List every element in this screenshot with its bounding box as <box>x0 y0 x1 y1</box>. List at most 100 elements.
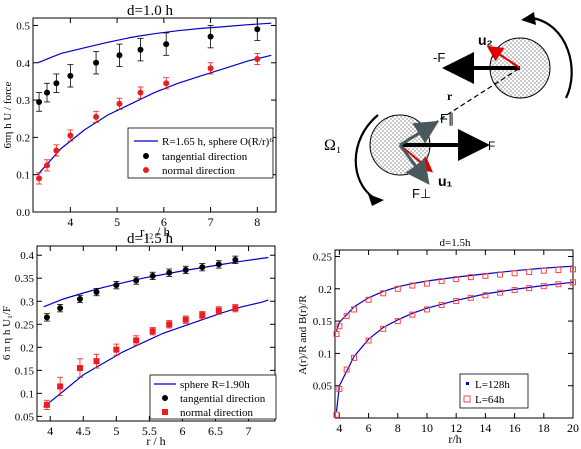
data-point <box>57 305 64 312</box>
data-point <box>149 272 156 279</box>
two-sphere-diagram: u₂ -F r F∥ Ω₁ F u₁ F⊥ <box>324 12 573 206</box>
x-tick-label: 8 <box>395 421 401 435</box>
data-point <box>43 314 50 321</box>
data-point <box>215 307 222 314</box>
data-point <box>555 267 562 274</box>
data-point <box>44 89 51 96</box>
x-axis-label: r₁₂ / h <box>140 224 171 239</box>
data-point <box>57 383 64 390</box>
legend-swatch-l128 <box>466 382 469 385</box>
y-tick-label: 0.2 <box>20 342 34 354</box>
data-point <box>93 358 100 365</box>
data-point <box>254 56 261 63</box>
data-point <box>394 318 401 325</box>
data-point <box>409 282 416 289</box>
legend-box <box>149 374 277 420</box>
series-line <box>43 299 269 408</box>
data-point <box>116 52 123 59</box>
data-point <box>182 266 189 273</box>
data-point <box>467 294 474 301</box>
legend-swatch-normal <box>162 409 168 415</box>
data-point <box>350 306 357 313</box>
y-tick-label: 0.2 <box>16 132 30 144</box>
plot-frame <box>32 17 277 213</box>
axis-ticks: 4 5 6 7 8 0.0 0.1 0.2 0.3 0.4 0.5 <box>16 18 276 229</box>
legend-swatch-tangential <box>143 153 149 159</box>
data-point <box>207 65 214 72</box>
legend-swatch-normal <box>143 167 149 173</box>
data-point <box>526 268 533 275</box>
chart-title: d=1.0 h <box>127 3 173 19</box>
data-point <box>76 365 83 372</box>
data-point <box>511 270 518 277</box>
y-axis-label: 6πη h U / force <box>2 81 14 148</box>
data-point <box>511 287 518 294</box>
data-point <box>232 256 239 263</box>
label-omega: Ω₁ <box>324 137 341 154</box>
legend-label-l64: L=64h <box>475 394 505 406</box>
x-tick-label: 7 <box>246 424 252 438</box>
data-point <box>365 337 372 344</box>
y-tick-label: 0.05 <box>313 381 333 393</box>
y-tick-label: 0.35 <box>15 273 35 285</box>
rotation-arrowhead-top <box>521 12 536 25</box>
x-tick-label: 4 <box>67 215 73 229</box>
x-tick-label: 7 <box>208 215 214 229</box>
legend-label-model: R=1.65 h, sphere O(R/r)⁶ <box>162 136 273 148</box>
y-tick-label: 0.4 <box>16 58 30 70</box>
x-tick-label: 5 <box>114 215 120 229</box>
series-line <box>37 54 272 176</box>
legend-label-l128: L=128h <box>475 379 510 391</box>
legend-box <box>127 127 274 179</box>
y-axis-label: A(r)/R and B(r)/R <box>297 295 309 375</box>
label-f: F <box>488 139 495 153</box>
data-point <box>93 289 100 296</box>
data-point <box>44 162 51 169</box>
label-f-perpendicular: F⊥ <box>412 186 431 201</box>
data-point <box>380 290 387 297</box>
y-tick-label: 0.4 <box>20 250 34 262</box>
data-point <box>36 98 43 105</box>
legend-label-normal: normal direction <box>180 407 254 419</box>
data-point <box>482 272 489 279</box>
data-point <box>67 132 74 139</box>
plot-marks <box>36 17 272 185</box>
data-point <box>438 301 445 308</box>
rotation-arc-bottom <box>354 114 379 199</box>
x-tick-label: 4.5 <box>76 424 91 438</box>
label-f-parallel: F∥ <box>440 111 454 126</box>
data-point <box>438 278 445 285</box>
x-axis-label: r/h <box>448 432 461 446</box>
data-point <box>53 80 60 87</box>
data-point <box>207 33 214 40</box>
data-point <box>423 306 430 313</box>
data-point <box>526 285 533 292</box>
data-point <box>409 311 416 318</box>
data-point <box>113 282 120 289</box>
data-point <box>199 264 206 271</box>
data-point <box>67 72 74 79</box>
data-point <box>163 80 170 87</box>
data-point <box>467 274 474 281</box>
rotation-arrowhead-bottom <box>368 194 384 206</box>
label-u2: u₂ <box>478 32 493 48</box>
x-tick-label: 8 <box>254 215 260 229</box>
force-perpendicular-arrow <box>398 144 430 185</box>
y-tick-label: 0.1 <box>16 170 30 182</box>
x-axis-label: r / h <box>146 434 165 448</box>
data-point <box>394 285 401 292</box>
data-point <box>365 296 372 303</box>
y-tick-label: 0.25 <box>15 319 35 331</box>
series-line <box>37 22 272 64</box>
series-line <box>335 281 574 412</box>
y-tick-label: 0.15 <box>15 365 35 377</box>
data-point <box>93 59 100 66</box>
x-tick-label: 5 <box>113 424 119 438</box>
x-tick-label: 16 <box>509 421 521 435</box>
data-point <box>333 331 340 337</box>
plot-frame <box>36 245 276 422</box>
label-u1: u₁ <box>438 173 453 189</box>
data-point <box>333 411 340 418</box>
data-point <box>540 267 547 274</box>
